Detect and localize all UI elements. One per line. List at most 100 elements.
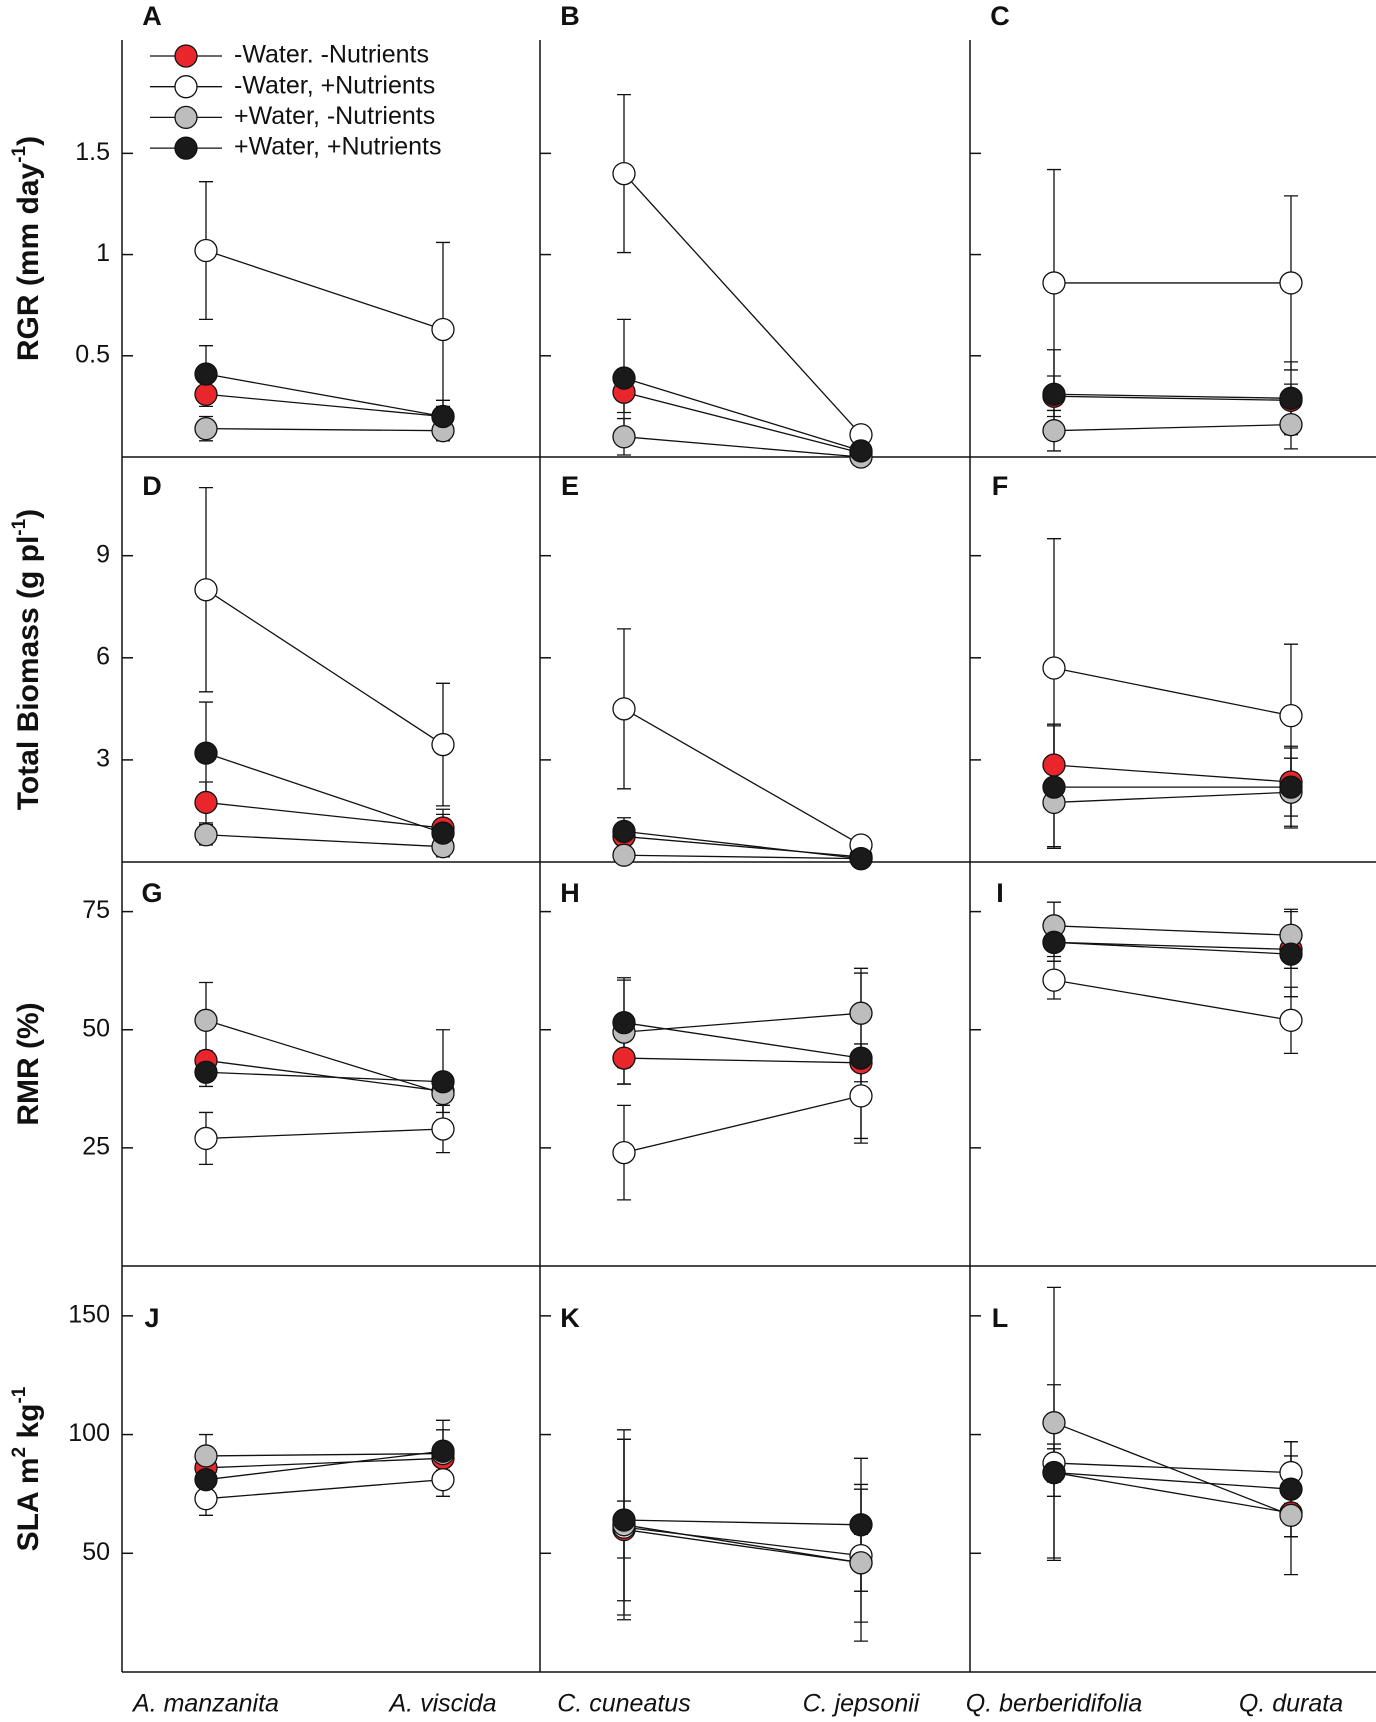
- series-line: [1053, 791, 1292, 804]
- series-line: [1053, 1471, 1292, 1514]
- series-line: [623, 173, 862, 436]
- series-line: [1053, 667, 1292, 717]
- series-line: [623, 377, 862, 452]
- series-line: [623, 835, 862, 858]
- data-point: [612, 161, 636, 186]
- data-point: [849, 1046, 873, 1070]
- data-point: [431, 1117, 455, 1141]
- y-tick-label: 6: [96, 642, 110, 670]
- panel-letter: F: [992, 471, 1009, 501]
- data-point: [194, 741, 218, 765]
- x-tick-label: A. manzanita: [131, 1690, 279, 1718]
- series-line: [1053, 979, 1292, 1021]
- series-line: [205, 249, 444, 331]
- y-axis-label-part: Total Biomass (g pl: [12, 536, 45, 810]
- y-tick-label: 75: [82, 896, 110, 924]
- data-point: [849, 439, 873, 463]
- panel-letter: E: [561, 471, 579, 501]
- panel-letter: H: [560, 878, 580, 908]
- series-line: [623, 1022, 862, 1059]
- legend-label: -Water, +Nutrients: [234, 71, 435, 99]
- series-line: [1053, 1422, 1292, 1516]
- data-point: [612, 1011, 636, 1035]
- data-point: [194, 238, 218, 263]
- series-line: [623, 391, 862, 454]
- series-line: [623, 830, 862, 860]
- data-point: [1042, 419, 1066, 443]
- data-point: [1279, 412, 1303, 437]
- series-line: [205, 1128, 444, 1140]
- data-point: [431, 1468, 455, 1492]
- panel-letter: G: [141, 878, 162, 908]
- data-point: [612, 697, 636, 721]
- y-tick-label: 0.5: [75, 340, 110, 368]
- panel-letter: D: [142, 471, 162, 501]
- series-line: [1053, 941, 1292, 951]
- series-line: [623, 1012, 862, 1033]
- series-line: [1053, 393, 1292, 399]
- data-point: [194, 1008, 218, 1032]
- data-point: [612, 819, 636, 844]
- data-point: [431, 821, 455, 845]
- data-point: [849, 1084, 873, 1108]
- y-tick-label: 25: [82, 1132, 110, 1160]
- panel-letter: B: [560, 1, 580, 31]
- series-line: [623, 1526, 862, 1557]
- data-point: [1279, 704, 1303, 728]
- series-line: [623, 854, 862, 860]
- x-tick-label: Q. durata: [1239, 1690, 1343, 1718]
- series-line: [205, 393, 444, 418]
- series-line: [623, 1528, 862, 1564]
- x-tick-label: C. cuneatus: [557, 1690, 690, 1718]
- y-axis-label: Total Biomass (g pl-1): [9, 509, 45, 810]
- data-point: [194, 417, 218, 441]
- data-point: [194, 1444, 218, 1468]
- legend-marker: [174, 44, 198, 68]
- y-tick-label: 1: [96, 239, 110, 267]
- series-line: [205, 1019, 444, 1095]
- series-line: [205, 1450, 444, 1481]
- data-point: [1042, 753, 1066, 777]
- series-line: [623, 436, 862, 458]
- legend-marker: [174, 75, 198, 99]
- panel-letter: A: [142, 1, 162, 31]
- y-tick-label: 1.5: [75, 138, 110, 166]
- series-line: [205, 1071, 444, 1083]
- series-line: [623, 1057, 862, 1064]
- data-point: [612, 366, 636, 390]
- series-line: [205, 1452, 444, 1457]
- data-point: [849, 1001, 873, 1025]
- data-point: [431, 404, 455, 429]
- y-axis-label-part: -1: [9, 1386, 30, 1403]
- data-point: [849, 846, 873, 871]
- y-axis-label-part: -1: [9, 518, 30, 535]
- data-point: [194, 1126, 218, 1151]
- data-point: [1279, 1477, 1303, 1501]
- data-point: [1279, 942, 1303, 966]
- panel-letter: K: [560, 1303, 580, 1333]
- y-tick-label: 150: [68, 1300, 110, 1328]
- y-axis-label-part: RGR (mm day: [12, 162, 45, 361]
- data-point: [612, 1508, 636, 1532]
- data-point: [194, 382, 218, 406]
- data-point: [1042, 968, 1066, 992]
- y-axis-label-part: kg: [12, 1404, 45, 1447]
- data-point: [1042, 656, 1066, 680]
- series-line: [205, 428, 444, 432]
- y-axis-label-part: ): [12, 509, 45, 519]
- data-point: [1279, 271, 1303, 295]
- data-point: [431, 1070, 455, 1094]
- panel-letter: I: [996, 878, 1004, 908]
- y-tick-label: 50: [82, 1014, 110, 1042]
- y-tick-label: 100: [68, 1419, 110, 1447]
- data-point: [194, 362, 218, 386]
- data-point: [1042, 271, 1066, 295]
- legend-marker: [174, 105, 198, 130]
- y-axis-label: SLA m2 kg-1: [9, 1386, 45, 1551]
- data-point: [194, 1060, 218, 1084]
- legend-label: +Water, +Nutrients: [234, 133, 442, 161]
- series-line: [205, 1479, 444, 1500]
- data-point: [431, 317, 455, 342]
- series-line: [623, 1519, 862, 1526]
